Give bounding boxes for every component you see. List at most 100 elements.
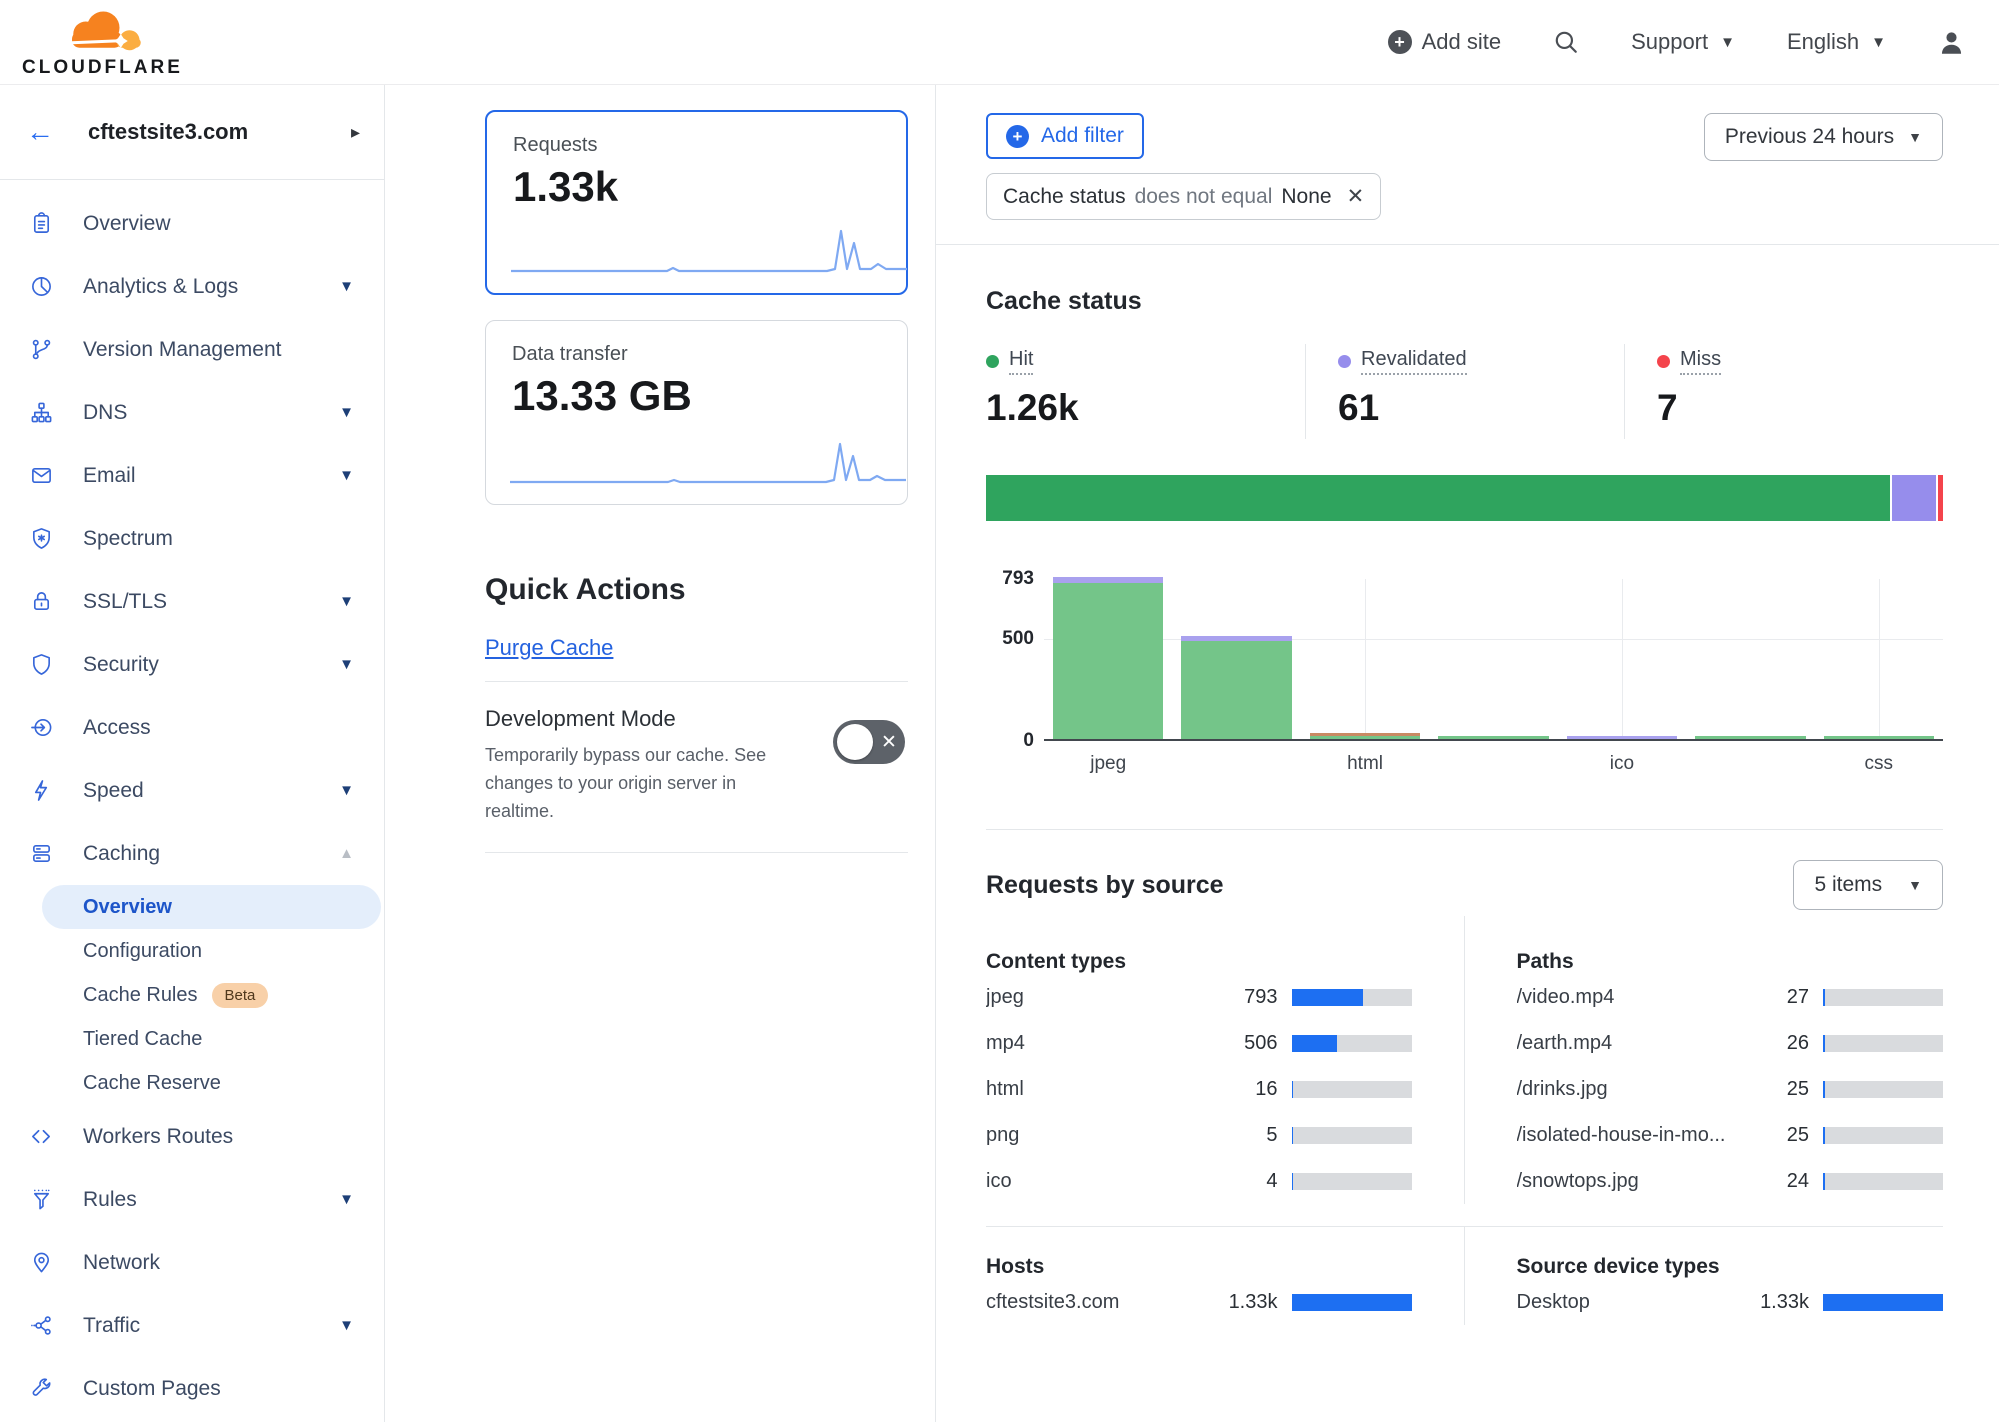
row-bar-track: [1823, 1126, 1943, 1144]
stacked-segment-hit: [986, 475, 1891, 521]
divider: [485, 681, 908, 682]
miss-label[interactable]: Miss: [1680, 348, 1722, 375]
y-axis-tick: 793: [1002, 568, 1034, 589]
table-row[interactable]: jpeg 793: [986, 974, 1412, 1020]
chevron-down-icon: ▼: [1720, 33, 1735, 51]
x-axis-tick: css: [1864, 753, 1894, 774]
sidebar: ← cftestsite3.com ▸ Overview Analytics & …: [0, 85, 385, 1422]
development-mode-toggle[interactable]: ✕: [833, 720, 905, 764]
funnel-icon: [30, 1188, 54, 1212]
sidebar-item-ssl-tls[interactable]: SSL/TLS ▼: [0, 570, 384, 633]
chevron-down-icon: ▼: [339, 1317, 354, 1334]
support-menu[interactable]: Support ▼: [1631, 29, 1735, 55]
requests-metric-card[interactable]: Requests 1.33k: [485, 110, 908, 295]
sidebar-item-speed[interactable]: Speed ▼: [0, 759, 384, 822]
site-switcher-caret-icon[interactable]: ▸: [350, 121, 360, 142]
sidebar-item-spectrum[interactable]: Spectrum: [0, 507, 384, 570]
revalidated-value: 61: [1338, 387, 1380, 428]
sidebar-item-network[interactable]: Network: [0, 1231, 384, 1294]
sidebar-item-label: Workers Routes: [83, 1124, 234, 1148]
table-row[interactable]: png 5: [986, 1112, 1412, 1158]
bar-segment-hit: [1823, 736, 1934, 739]
table-row[interactable]: /earth.mp4 26: [1517, 1020, 1943, 1066]
revalidated-dot-icon: [1338, 355, 1351, 368]
table-row[interactable]: cftestsite3.com 1.33k: [986, 1279, 1412, 1325]
hit-value: 1.26k: [986, 387, 1079, 428]
row-value: 793: [1244, 985, 1278, 1008]
time-range-select[interactable]: Previous 24 hours ▼: [1703, 113, 1943, 161]
time-range-value: Previous 24 hours: [1724, 125, 1895, 148]
add-filter-button[interactable]: + Add filter: [986, 113, 1144, 159]
table-row[interactable]: /snowtops.jpg 24: [1517, 1158, 1943, 1204]
legend-miss: Miss 7: [1624, 344, 1943, 439]
sidebar-item-workers-routes[interactable]: Workers Routes: [0, 1105, 384, 1168]
chevron-down-icon: ▼: [339, 782, 354, 799]
sidebar-item-overview[interactable]: Overview: [0, 192, 384, 255]
items-count-select[interactable]: 5 items ▼: [1793, 860, 1943, 910]
data-transfer-metric-card[interactable]: Data transfer 13.33 GB: [485, 320, 908, 505]
back-arrow-icon[interactable]: ←: [26, 116, 54, 147]
sidebar-item-custom-pages[interactable]: Custom Pages: [0, 1357, 384, 1420]
sidebar-item-access[interactable]: Access: [0, 696, 384, 759]
table-row[interactable]: Desktop 1.33k: [1517, 1279, 1943, 1325]
chevron-down-icon: ▼: [339, 656, 354, 673]
add-site-button[interactable]: + Add site: [1387, 29, 1502, 55]
sidebar-item-analytics-logs[interactable]: Analytics & Logs ▼: [0, 255, 384, 318]
row-bar-fill: [1291, 1080, 1294, 1098]
table-row[interactable]: ico 4: [986, 1158, 1412, 1204]
sidebar-subitem-configuration[interactable]: Configuration: [42, 929, 381, 973]
sidebar-item-security[interactable]: Security ▼: [0, 633, 384, 696]
sidebar-item-label: Rules: [83, 1187, 137, 1211]
bar-segment-hit: [1309, 736, 1421, 739]
remove-filter-icon[interactable]: ✕: [1346, 185, 1365, 208]
v-gridline: [1365, 579, 1367, 739]
quick-actions-title: Quick Actions: [485, 573, 686, 606]
revalidated-label[interactable]: Revalidated: [1361, 348, 1467, 375]
sidebar-subitem-overview[interactable]: Overview: [42, 885, 381, 929]
search-button[interactable]: [1553, 29, 1579, 55]
row-bar-track: [1823, 1034, 1943, 1052]
table-row[interactable]: /video.mp4 27: [1517, 974, 1943, 1020]
table-row[interactable]: /drinks.jpg 25: [1517, 1066, 1943, 1112]
lock-icon: [30, 590, 54, 614]
sidebar-item-label: Email: [83, 463, 136, 487]
sidebar-subitem-cache-rules[interactable]: Cache Rules Beta: [42, 973, 381, 1017]
add-site-label: Add site: [1421, 29, 1502, 54]
table-row[interactable]: html 16: [986, 1066, 1412, 1112]
bar-segment-revalidated: [1052, 577, 1164, 584]
source-tables-bottom: Hosts cftestsite3.com 1.33k Source device …: [986, 1226, 1943, 1325]
sidebar-item-label: Speed: [83, 778, 144, 802]
sidebar-item-version-management[interactable]: Version Management: [0, 318, 384, 381]
hit-dot-icon: [986, 355, 999, 368]
bar-png: [1438, 736, 1549, 739]
row-label: /isolated-house-in-mo...: [1516, 1123, 1726, 1146]
sidebar-item-traffic[interactable]: Traffic ▼: [0, 1294, 384, 1357]
table-row[interactable]: /isolated-house-in-mo... 25: [1516, 1112, 1943, 1158]
account-menu[interactable]: [1938, 29, 1965, 56]
chevron-down-icon: ▼: [339, 593, 354, 610]
sidebar-subitem-tiered-cache[interactable]: Tiered Cache: [42, 1017, 381, 1061]
dns-icon: [30, 401, 54, 425]
support-label: Support: [1631, 29, 1709, 54]
bar-css: [1823, 736, 1934, 739]
sidebar-item-email[interactable]: Email ▼: [0, 444, 384, 507]
row-label: cftestsite3.com: [986, 1290, 1120, 1313]
row-value: 26: [1786, 1031, 1809, 1054]
sidebar-subitem-cache-reserve[interactable]: Cache Reserve: [42, 1061, 381, 1105]
table-row[interactable]: mp4 506: [986, 1020, 1412, 1066]
cloudflare-logo[interactable]: CLOUDFLARE: [22, 9, 183, 79]
row-bar-track: [1291, 988, 1412, 1006]
sidebar-item-dns[interactable]: DNS ▼: [0, 381, 384, 444]
sidebar-subitem-label: Cache Reserve: [83, 1071, 221, 1094]
user-icon: [1941, 31, 1962, 54]
hosts-table: Hosts cftestsite3.com 1.33k: [986, 1227, 1465, 1325]
hit-label[interactable]: Hit: [1009, 348, 1034, 375]
sidebar-item-rules[interactable]: Rules ▼: [0, 1168, 384, 1231]
requests-value: 1.33k: [513, 163, 619, 210]
row-value: 4: [1266, 1169, 1278, 1192]
sidebar-item-caching[interactable]: Caching ▲: [0, 822, 384, 885]
spectrum-icon: [30, 527, 54, 551]
sidebar-menu: Overview Analytics & Logs ▼ Version Managem…: [0, 180, 384, 1420]
language-menu[interactable]: English ▼: [1787, 29, 1886, 55]
purge-cache-link[interactable]: Purge Cache: [485, 635, 614, 660]
